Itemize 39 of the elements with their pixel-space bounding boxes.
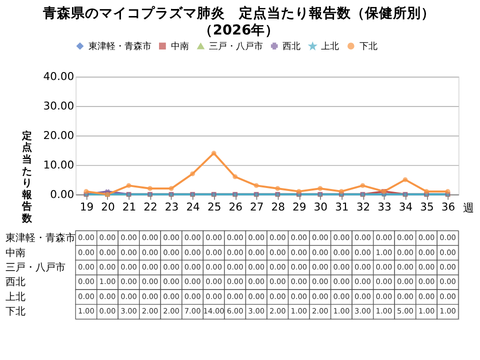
y-tick-label: 40.00 xyxy=(43,70,74,84)
x-axis-title: 週 xyxy=(462,202,474,215)
x-tick-label: 23 xyxy=(164,200,179,214)
text: 西北 xyxy=(5,277,26,288)
y-tick-label: 30.00 xyxy=(43,99,74,112)
text: 下北 xyxy=(5,306,26,318)
x-tick-label: 34 xyxy=(398,200,413,214)
x-tick-label: 28 xyxy=(271,200,286,214)
x-tick-label: 21 xyxy=(122,200,136,214)
y-tick-label: 0.00 xyxy=(50,188,74,201)
text: 東津軽・青森市 xyxy=(5,233,76,244)
y-tick-label: 10.00 xyxy=(43,158,74,172)
text: 上北 xyxy=(5,292,26,303)
x-tick-label: 19 xyxy=(80,200,94,214)
y-tick-label: 20.00 xyxy=(43,128,74,142)
legend-label: 中南 xyxy=(170,41,189,52)
x-tick-label: 29 xyxy=(292,200,306,214)
y-axis-title: 定点当たり報告数 xyxy=(20,130,33,224)
legend-label: 三戸・八戸市 xyxy=(209,41,264,52)
x-tick-label: 31 xyxy=(335,200,349,214)
x-tick-label: 32 xyxy=(356,200,370,214)
legend-label: 東津軽・青森市 xyxy=(88,41,152,52)
x-tick-label: 33 xyxy=(378,200,392,214)
x-tick-label: 26 xyxy=(228,200,243,214)
x-tick-label: 36 xyxy=(441,200,456,214)
x-tick-label: 20 xyxy=(101,200,115,214)
legend-label: 上北 xyxy=(320,41,339,52)
x-tick-label: 25 xyxy=(207,200,222,214)
legend-label: 西北 xyxy=(282,41,301,52)
text: 三戸・八戸市 xyxy=(5,262,66,274)
x-tick-label: 30 xyxy=(314,200,328,214)
text: 中南 xyxy=(5,248,26,259)
x-tick-label: 35 xyxy=(420,200,434,214)
x-tick-label: 24 xyxy=(186,200,200,214)
x-tick-label: 27 xyxy=(250,200,264,214)
x-tick-label: 22 xyxy=(144,200,158,214)
chart-title: 青森県のマイコプラズマ肺炎 定点当たり報告数（保健所別） xyxy=(42,4,436,22)
chart-subtitle: （2026年） xyxy=(198,22,280,38)
legend-label: 下北 xyxy=(359,41,378,52)
